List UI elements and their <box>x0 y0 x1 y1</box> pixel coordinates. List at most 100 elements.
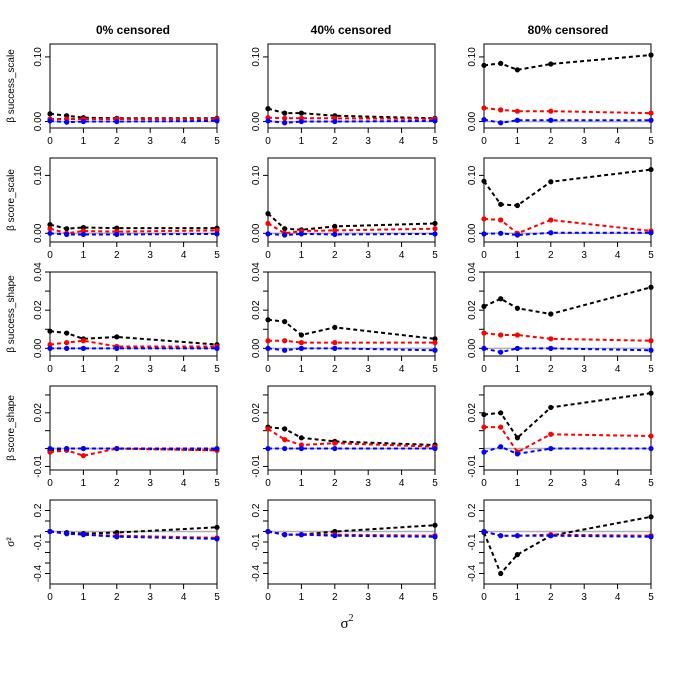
data-point-blue <box>265 231 271 237</box>
data-point-blue <box>548 230 554 236</box>
data-point-black <box>548 404 554 411</box>
x-tick-label: 5 <box>214 136 220 147</box>
data-point-red <box>481 330 487 336</box>
x-tick-label: 5 <box>432 136 438 147</box>
x-tick-label: 5 <box>214 592 220 603</box>
x-tick-label: 0 <box>481 250 487 261</box>
panel-frame <box>49 271 218 357</box>
data-point-blue <box>64 231 70 238</box>
data-point-blue <box>648 117 654 123</box>
x-tick-label: 1 <box>81 364 87 375</box>
data-point-red <box>548 108 554 114</box>
y-tick-label: 0.02 <box>251 300 262 320</box>
series-line-black <box>483 515 652 576</box>
data-point-blue <box>298 532 304 538</box>
y-tick-label: -0.01 <box>251 455 262 478</box>
panel: 0 1 2 3 4 5 -0.4 -0.1 0.2 <box>251 499 438 603</box>
x-tick-label: 0 <box>481 478 487 489</box>
y-tick-label: -0.01 <box>33 455 44 478</box>
data-point-blue <box>432 231 438 237</box>
series-line-red <box>267 530 436 537</box>
series-line-blue <box>49 119 218 124</box>
data-point-blue <box>282 347 288 353</box>
data-point-red <box>80 338 86 344</box>
data-point-black <box>432 522 438 528</box>
data-point-black <box>498 410 504 416</box>
data-point-black <box>514 202 521 209</box>
x-tick-label: 0 <box>481 136 487 147</box>
y-tick-label: -0.4 <box>33 564 44 582</box>
x-tick-label: 2 <box>332 136 338 147</box>
data-point-black <box>214 524 220 530</box>
data-point-black <box>114 334 120 340</box>
data-point-blue <box>282 232 288 238</box>
x-tick-label: 3 <box>365 136 371 147</box>
x-tick-label: 1 <box>299 364 305 375</box>
data-point-black <box>548 311 554 317</box>
data-point-red <box>432 226 438 232</box>
x-tick-label: 4 <box>615 250 621 261</box>
y-axis-label: β success_shape <box>6 275 17 353</box>
x-tick-label: 3 <box>147 478 153 489</box>
x-tick-label: 2 <box>332 250 338 261</box>
data-point-red <box>80 453 86 459</box>
data-point-blue <box>114 345 120 351</box>
y-tick-label: -0.4 <box>251 564 262 582</box>
x-tick-label: 0 <box>47 592 53 603</box>
series-line-black <box>267 107 436 120</box>
data-point-black <box>47 111 53 117</box>
data-point-black <box>265 211 271 217</box>
panel: 0 1 2 3 4 5 0.00 0.10 <box>251 43 438 147</box>
x-tick-label: 2 <box>114 592 120 603</box>
y-tick-label: 0.10 <box>251 165 262 185</box>
data-point-blue <box>298 345 304 351</box>
x-tick-label: 2 <box>332 592 338 603</box>
data-point-red <box>648 110 654 116</box>
x-tick-label: 2 <box>114 250 120 261</box>
x-tick-label: 3 <box>147 592 153 603</box>
x-tick-label: 3 <box>147 136 153 147</box>
x-tick-label: 4 <box>181 250 187 261</box>
x-tick-label: 1 <box>515 478 521 489</box>
panel-frame <box>267 157 436 243</box>
panel: 0 1 2 3 4 5 -0.01 0.02 <box>33 385 220 489</box>
data-point-blue <box>481 449 487 455</box>
x-tick-label: 3 <box>581 136 587 147</box>
data-point-black <box>265 317 271 323</box>
data-point-red <box>332 227 338 234</box>
data-point-blue <box>514 345 521 351</box>
data-point-black <box>514 552 521 558</box>
data-point-blue <box>214 118 220 124</box>
data-point-blue <box>432 347 438 353</box>
panel: 0 1 2 3 4 5 0.00 0.02 0.04 <box>33 262 220 375</box>
data-point-red <box>498 424 504 430</box>
x-tick-label: 5 <box>648 478 654 489</box>
panel-frame <box>483 271 652 357</box>
panels: 0 1 2 3 4 5 0.00 0.10 0 1 2 3 4 5 0.00 0.10 0 1 2 3 4 5 0.00 0.… <box>6 43 654 603</box>
y-tick-label: 0.04 <box>251 262 262 282</box>
y-tick-label: 0.00 <box>33 338 44 358</box>
data-point-blue <box>498 349 504 355</box>
column-title: 40% censored <box>311 23 392 37</box>
panel-frame <box>49 385 218 471</box>
data-point-black <box>481 411 487 418</box>
data-point-black <box>648 514 654 520</box>
data-point-black <box>648 284 654 290</box>
x-tick-label: 5 <box>432 364 438 375</box>
panel-frame <box>483 385 652 471</box>
data-point-blue <box>47 118 53 124</box>
x-tick-label: 5 <box>432 592 438 603</box>
y-axis-label: σ² <box>6 537 17 547</box>
data-point-black <box>514 67 521 73</box>
series-line-blue <box>267 232 436 237</box>
data-point-blue <box>214 445 220 452</box>
data-point-black <box>282 319 288 325</box>
x-tick-label: 1 <box>299 136 305 147</box>
data-point-red <box>64 340 70 346</box>
x-tick-label: 5 <box>432 250 438 261</box>
x-tick-label: 1 <box>299 250 305 261</box>
x-tick-label: 5 <box>648 250 654 261</box>
data-point-black <box>265 106 271 112</box>
y-tick-label: 0.00 <box>467 338 478 358</box>
x-tick-label: 2 <box>114 136 120 147</box>
